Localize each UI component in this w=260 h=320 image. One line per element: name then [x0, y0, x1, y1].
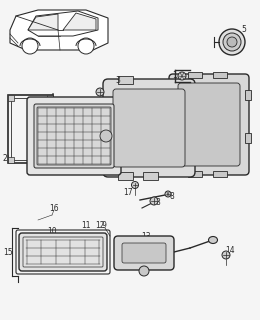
Polygon shape	[63, 13, 96, 30]
Circle shape	[227, 37, 237, 47]
Text: 8: 8	[156, 197, 160, 206]
Text: 16: 16	[49, 204, 59, 212]
Text: 4: 4	[50, 92, 54, 101]
Bar	[47, 157, 53, 163]
FancyBboxPatch shape	[27, 97, 121, 175]
Circle shape	[100, 130, 112, 142]
Text: 3: 3	[115, 76, 120, 84]
Circle shape	[165, 191, 171, 197]
Text: 2: 2	[3, 154, 7, 163]
Text: 17: 17	[123, 188, 133, 196]
Bar	[167, 133, 173, 143]
Bar	[190, 99, 198, 111]
Circle shape	[150, 197, 158, 205]
Text: 12: 12	[95, 220, 105, 229]
Bar	[100, 99, 108, 111]
Text: 10: 10	[47, 227, 57, 236]
Circle shape	[132, 181, 139, 188]
Text: 5: 5	[242, 25, 246, 34]
Bar	[167, 90, 173, 100]
Bar	[213, 72, 227, 78]
Circle shape	[178, 72, 186, 80]
Bar	[245, 133, 251, 143]
Text: 9: 9	[102, 220, 106, 229]
Bar	[100, 139, 108, 151]
Circle shape	[22, 38, 38, 54]
Bar	[11, 98, 50, 160]
Bar	[213, 171, 227, 177]
Bar	[8, 95, 53, 163]
Circle shape	[139, 266, 149, 276]
Ellipse shape	[209, 236, 218, 244]
Bar	[188, 72, 202, 78]
FancyBboxPatch shape	[122, 243, 166, 263]
Bar	[47, 95, 53, 101]
Circle shape	[96, 88, 104, 96]
Polygon shape	[28, 14, 58, 30]
Bar	[245, 90, 251, 100]
FancyBboxPatch shape	[19, 233, 107, 271]
FancyBboxPatch shape	[113, 89, 185, 167]
Polygon shape	[28, 11, 98, 36]
Polygon shape	[10, 10, 108, 50]
Bar	[118, 172, 133, 180]
Text: 8: 8	[170, 191, 174, 201]
Bar	[118, 76, 133, 84]
Text: 13: 13	[141, 231, 151, 241]
Text: 1: 1	[173, 70, 177, 79]
FancyBboxPatch shape	[169, 74, 249, 175]
Bar	[143, 172, 158, 180]
Circle shape	[223, 33, 241, 51]
FancyBboxPatch shape	[178, 83, 240, 166]
Text: 15: 15	[3, 247, 13, 257]
Circle shape	[219, 29, 245, 55]
FancyBboxPatch shape	[34, 104, 114, 168]
FancyBboxPatch shape	[114, 236, 174, 270]
Text: 14: 14	[225, 245, 235, 254]
Bar	[190, 139, 198, 151]
Bar	[8, 95, 14, 101]
Circle shape	[222, 251, 230, 259]
Bar	[8, 157, 14, 163]
Text: 7: 7	[98, 87, 102, 97]
Circle shape	[78, 38, 94, 54]
Bar	[188, 171, 202, 177]
Text: 11: 11	[81, 220, 91, 229]
FancyBboxPatch shape	[103, 79, 195, 177]
